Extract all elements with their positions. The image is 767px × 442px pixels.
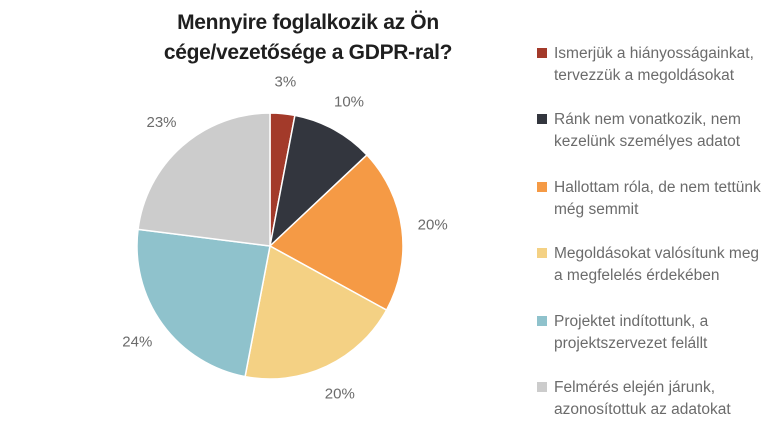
- legend-swatch: [537, 114, 547, 124]
- legend-swatch: [537, 316, 547, 326]
- pie-slice: [268, 153, 404, 312]
- legend-label: Megoldásokat valósítunk meg a megfelelés…: [554, 245, 760, 284]
- legend-label: Hallottam róla, de nem tettünk még semmi…: [554, 179, 761, 218]
- data-label: 24%: [122, 333, 152, 350]
- data-label: 23%: [146, 114, 176, 131]
- data-label: 10%: [334, 93, 364, 110]
- pie-slice: [244, 244, 388, 380]
- legend-label: Felmérés elején járunk, azonosítottuk az…: [554, 379, 731, 418]
- pie-slice: [268, 114, 369, 249]
- legend-swatch: [537, 48, 547, 58]
- legend-label: Ránk nem vonatkozik, nem kezelünk személ…: [554, 111, 741, 150]
- legend-swatch: [537, 248, 547, 258]
- data-label: 3%: [275, 74, 297, 91]
- data-label: 20%: [325, 385, 355, 402]
- data-label: 20%: [418, 216, 448, 233]
- chart-title: Mennyire foglalkozik az Ön cége/vezetősé…: [163, 11, 453, 64]
- legend-swatch: [537, 382, 547, 392]
- pie-slice: [137, 112, 271, 247]
- legend-swatch: [537, 182, 547, 192]
- legend-label: Projektet indítottunk, a projektszerveze…: [554, 313, 709, 352]
- pie-slice: [136, 228, 271, 378]
- legend-label: Ismerjük a hiányosságainkat, tervezzük a…: [554, 45, 754, 84]
